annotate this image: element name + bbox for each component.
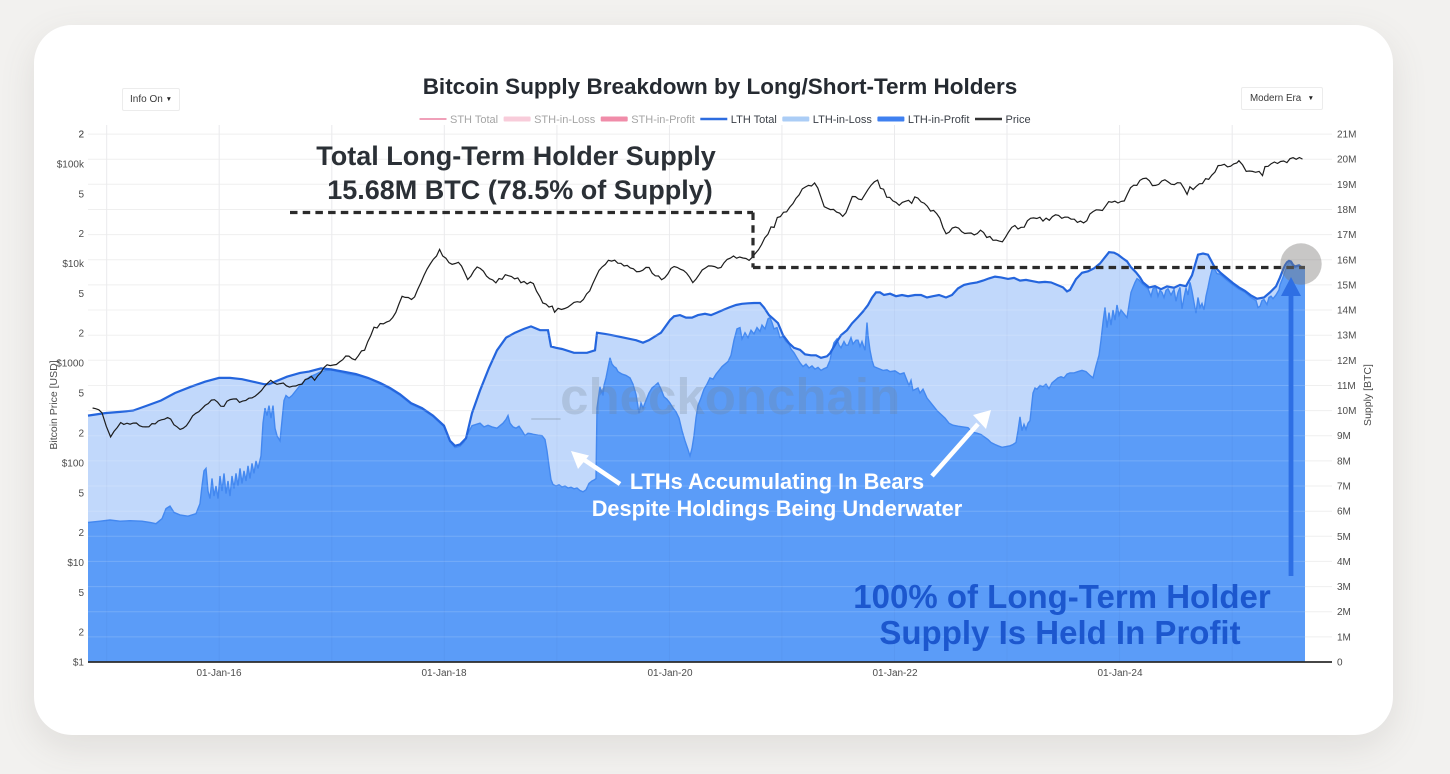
svg-text:14M: 14M [1337,306,1356,317]
svg-text:Supply [BTC]: Supply [BTC] [1362,364,1374,426]
svg-text:11M: 11M [1337,381,1356,392]
svg-text:Bitcoin Supply Breakdown by Lo: Bitcoin Supply Breakdown by Long/Short-T… [423,74,1018,99]
svg-text:Total Long-Term Holder Supply: Total Long-Term Holder Supply [316,141,716,171]
svg-text:21M: 21M [1337,130,1356,141]
svg-text:01-Jan-24: 01-Jan-24 [1097,668,1142,679]
svg-text:5: 5 [78,488,84,499]
svg-text:LTH-in-Loss: LTH-in-Loss [813,114,873,126]
svg-text:$1000: $1000 [56,359,84,370]
svg-text:$10: $10 [67,558,84,569]
svg-text:2: 2 [78,229,84,240]
svg-text:16M: 16M [1337,255,1356,266]
svg-text:20M: 20M [1337,155,1356,166]
svg-text:5: 5 [78,190,84,201]
svg-text:2: 2 [78,130,84,141]
svg-text:100% of Long-Term Holder: 100% of Long-Term Holder [853,578,1271,615]
svg-text:3M: 3M [1337,582,1351,593]
svg-text:0: 0 [1337,658,1343,669]
svg-text:01-Jan-16: 01-Jan-16 [196,668,241,679]
svg-text:5: 5 [78,289,84,300]
svg-text:$1: $1 [73,658,85,669]
svg-text:01-Jan-18: 01-Jan-18 [421,668,466,679]
svg-text:2M: 2M [1337,607,1351,618]
svg-text:5: 5 [78,588,84,599]
svg-text:$100k: $100k [57,160,85,171]
svg-text:4M: 4M [1337,557,1351,568]
svg-text:1M: 1M [1337,632,1351,643]
svg-text:LTHs Accumulating In Bears: LTHs Accumulating In Bears [630,469,924,494]
svg-text:18M: 18M [1337,205,1356,216]
svg-text:15.68M BTC (78.5% of Supply): 15.68M BTC (78.5% of Supply) [327,175,713,205]
svg-text:STH Total: STH Total [450,114,498,126]
svg-text:$10k: $10k [62,259,85,270]
svg-text:Supply Is Held In Profit: Supply Is Held In Profit [879,614,1240,651]
svg-text:01-Jan-22: 01-Jan-22 [872,668,917,679]
svg-text:15M: 15M [1337,280,1356,291]
svg-text:2: 2 [78,628,84,639]
svg-text:6M: 6M [1337,507,1351,518]
svg-text:10M: 10M [1337,406,1356,417]
svg-text:2: 2 [78,329,84,340]
svg-text:9M: 9M [1337,431,1351,442]
svg-text:2: 2 [78,130,84,141]
svg-text:8M: 8M [1337,456,1351,467]
svg-text:01-Jan-20: 01-Jan-20 [647,668,692,679]
svg-text:Price: Price [1006,114,1031,126]
svg-text:$100: $100 [62,458,85,469]
svg-text:LTH Total: LTH Total [731,114,777,126]
svg-text:Despite Holdings Being Underwa: Despite Holdings Being Underwater [592,496,963,521]
svg-text:12M: 12M [1337,356,1356,367]
svg-text:Bitcoin Price [USD]: Bitcoin Price [USD] [48,360,60,449]
svg-text:13M: 13M [1337,331,1356,342]
svg-text:STH-in-Loss: STH-in-Loss [534,114,596,126]
svg-text:5M: 5M [1337,532,1351,543]
svg-text:7M: 7M [1337,482,1351,493]
svg-text:LTH-in-Profit: LTH-in-Profit [908,114,970,126]
svg-text:17M: 17M [1337,230,1356,241]
svg-text:STH-in-Profit: STH-in-Profit [631,114,695,126]
svg-text:2: 2 [78,428,84,439]
svg-text:5: 5 [78,389,84,400]
svg-text:_checkonchain: _checkonchain [531,368,900,425]
svg-text:19M: 19M [1337,180,1356,191]
svg-text:2: 2 [78,528,84,539]
